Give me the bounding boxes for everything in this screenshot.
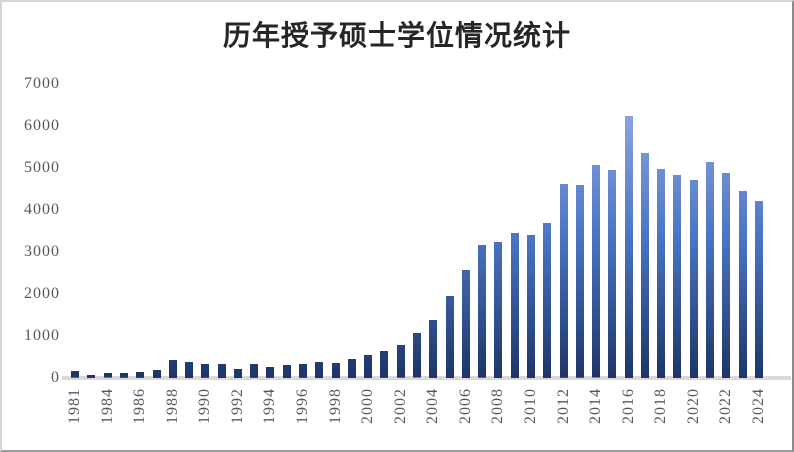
y-tick-label-2000: 2000: [24, 285, 60, 302]
bar-1982: [87, 375, 96, 378]
bar-2006: [461, 269, 470, 378]
bar-2017: [640, 152, 649, 378]
x-tick-label-2016: 2016: [619, 388, 637, 424]
y-tick-label-3000: 3000: [24, 243, 60, 260]
x-tick-label-1998: 1998: [326, 388, 344, 424]
x-tick-label-1981: 1981: [66, 388, 84, 424]
bar-1994: [266, 367, 275, 378]
bar-2019: [673, 174, 682, 378]
y-tick-label-6000: 6000: [24, 117, 60, 134]
x-tick-label-1990: 1990: [196, 388, 214, 424]
bar-1989: [185, 361, 194, 378]
x-tick-label-1996: 1996: [294, 388, 312, 424]
bar-2024: [754, 200, 763, 378]
x-axis-labels: 1981 1984 1986 1988 1990 1992 1994 1996 1998 2000…: [66, 378, 767, 448]
x-tick-label-2020: 2020: [684, 388, 702, 424]
bar-2021: [706, 162, 715, 378]
x-tick-label-2010: 2010: [521, 388, 539, 424]
bar-2014: [592, 165, 601, 378]
bar-2016: [624, 115, 633, 378]
x-tick-label-2004: 2004: [424, 388, 442, 424]
bar-1996: [299, 364, 308, 378]
bar-1990: [201, 364, 210, 378]
x-tick-label-1988: 1988: [163, 388, 181, 424]
bar-2005: [445, 295, 454, 378]
bar-2008: [494, 241, 503, 378]
bar-2000: [364, 354, 373, 378]
x-tick-label-2006: 2006: [456, 388, 474, 424]
bar-1997: [315, 361, 324, 378]
bar-2007: [478, 245, 487, 378]
chart-title: 历年授予硕士学位情况统计: [222, 21, 571, 52]
bar-2013: [575, 185, 584, 378]
bar-2012: [559, 184, 568, 378]
x-tick-label-2002: 2002: [391, 388, 409, 424]
bar-1995: [282, 364, 291, 378]
bar-2015: [608, 169, 617, 378]
y-tick-label-5000: 5000: [24, 159, 60, 176]
y-tick-label-4000: 4000: [24, 201, 60, 218]
y-axis-labels: 0 1000 2000 3000 4000 5000 6000 7000: [2, 2, 60, 450]
bar-1988: [168, 359, 177, 378]
x-tick-label-2012: 2012: [554, 388, 572, 424]
x-tick-label-1992: 1992: [228, 388, 246, 424]
bar-2011: [543, 222, 552, 378]
bar-1986: [136, 372, 145, 378]
x-tick-label-2014: 2014: [587, 388, 605, 424]
plot-area: [67, 84, 767, 378]
bar-2010: [526, 234, 535, 378]
bar-2009: [510, 232, 519, 378]
bar-1999: [347, 358, 356, 378]
x-tick-label-1984: 1984: [98, 388, 116, 424]
bar-2020: [689, 179, 698, 378]
bar-1981: [71, 371, 80, 378]
x-axis-line: [62, 376, 791, 380]
y-tick-label-0: 0: [51, 369, 60, 386]
y-tick-label-1000: 1000: [24, 327, 60, 344]
bar-1985: [119, 373, 128, 378]
y-tick-label-7000: 7000: [24, 75, 60, 92]
bar-1991: [217, 363, 226, 378]
bar-1984: [103, 373, 112, 378]
bar-2003: [413, 333, 421, 378]
x-tick-label-2008: 2008: [489, 388, 507, 424]
bar-1992: [233, 368, 242, 378]
bar-2002: [396, 345, 405, 378]
bar-1998: [331, 362, 340, 378]
x-tick-label-2018: 2018: [652, 388, 670, 424]
bar-2004: [429, 320, 438, 378]
bar-1993: [250, 364, 259, 378]
x-tick-label-2022: 2022: [717, 388, 735, 424]
bar-2018: [657, 168, 666, 378]
bar-1987: [152, 369, 161, 378]
x-tick-label-1994: 1994: [261, 388, 279, 424]
bar-2023: [738, 190, 747, 378]
x-tick-label-2000: 2000: [359, 388, 377, 424]
x-tick-label-2024: 2024: [749, 388, 767, 424]
x-tick-label-1986: 1986: [131, 388, 149, 424]
bar-2001: [380, 351, 389, 378]
bar-2022: [722, 172, 731, 378]
